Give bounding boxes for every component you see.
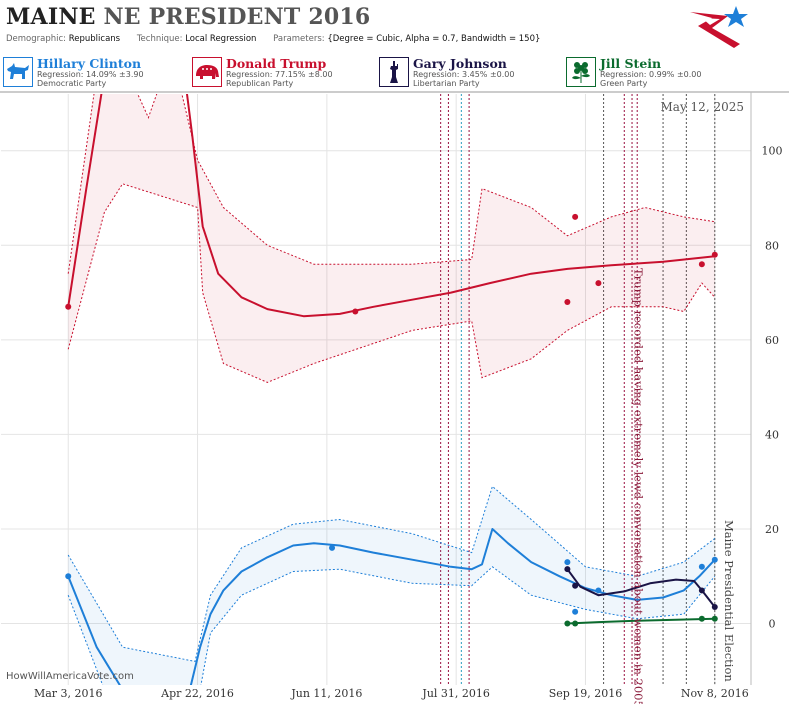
poll-point[interactable] <box>711 556 718 563</box>
candidate-card-stein[interactable]: Jill Stein Regression: 0.99% ±0.00 Green… <box>563 55 747 91</box>
confidence-upper-line <box>67 485 716 662</box>
y-tick-label: 100 <box>762 145 783 158</box>
poll-point[interactable] <box>572 582 579 589</box>
poll-point[interactable] <box>65 573 72 580</box>
candidate-regression: Regression: 3.45% ±0.00 <box>413 70 515 79</box>
candidate-name: Jill Stein <box>600 56 662 71</box>
candidate-card-clinton[interactable]: Hillary Clinton Regression: 14.09% ±3.90… <box>0 55 184 91</box>
x-axis: Mar 3, 2016 Apr 22, 2016 Jun 11, 2016 Jul 3… <box>34 687 749 700</box>
demographic-label: Demographic: <box>6 34 67 44</box>
parameters-value: {Degree = Cubic, Alpha = 0.7, Bandwidth … <box>327 34 541 44</box>
confidence-upper-line <box>67 94 715 274</box>
poll-point[interactable] <box>698 615 705 622</box>
annotation-label: Trump recorded having extremely lewd con… <box>632 268 646 704</box>
regression-line <box>67 94 715 318</box>
parameters-line: Demographic: Republicans Technique: Loca… <box>6 34 554 44</box>
poll-point[interactable] <box>698 587 705 594</box>
y-tick-label: 0 <box>769 618 776 631</box>
candidate-party: Democratic Party <box>37 79 107 88</box>
x-tick-label: Apr 22, 2016 <box>160 687 234 700</box>
poll-point[interactable] <box>572 608 579 615</box>
poll-point[interactable] <box>698 261 705 268</box>
poll-points <box>65 213 718 627</box>
candidate-regression: Regression: 0.99% ±0.00 <box>600 70 702 79</box>
flower-icon <box>566 57 596 87</box>
grid-lines <box>1 92 752 685</box>
poll-point[interactable] <box>352 308 359 315</box>
y-tick-label: 20 <box>765 523 779 536</box>
date-label: May 12, 2025 <box>661 100 744 114</box>
poll-point[interactable] <box>564 299 571 306</box>
poll-point[interactable] <box>711 603 718 610</box>
liberty-icon <box>379 57 409 87</box>
site-logo-icon <box>690 6 748 48</box>
y-tick-label: 40 <box>765 428 779 441</box>
poll-point[interactable] <box>329 544 336 551</box>
poll-point[interactable] <box>698 563 705 570</box>
x-tick-label: Jul 31, 2016 <box>421 687 490 700</box>
confidence-lower-line <box>67 183 716 383</box>
x-tick-label: Sep 19, 2016 <box>549 687 623 700</box>
poll-point[interactable] <box>711 615 718 622</box>
poll-point[interactable] <box>595 280 602 287</box>
regression-line <box>567 617 715 625</box>
poll-point[interactable] <box>564 559 571 566</box>
poll-point[interactable] <box>564 620 571 627</box>
candidate-regression: Regression: 77.15% ±8.00 <box>226 70 333 79</box>
technique-label: Technique: <box>136 34 183 44</box>
poll-point[interactable] <box>564 566 571 573</box>
page-title: MAINE NE PRESIDENT 2016 <box>6 4 370 30</box>
state-name: MAINE <box>6 4 96 30</box>
candidate-name: Hillary Clinton <box>37 56 142 71</box>
elephant-icon <box>192 57 222 87</box>
candidate-party: Republican Party <box>226 79 294 88</box>
demographic-value: Republicans <box>68 34 121 44</box>
poll-point[interactable] <box>711 251 718 258</box>
y-tick-label: 60 <box>765 334 779 347</box>
poll-point[interactable] <box>572 213 579 220</box>
y-tick-label: 80 <box>765 239 779 252</box>
poll-point[interactable] <box>65 303 72 310</box>
candidate-card-trump[interactable]: Donald Trump Regression: 77.15% ±8.00 Re… <box>189 55 373 91</box>
confidence-bands <box>67 94 716 685</box>
candidate-party: Green Party <box>600 79 648 88</box>
race-name: NE PRESIDENT 2016 <box>103 4 371 30</box>
x-tick-label: Nov 8, 2016 <box>681 687 749 700</box>
x-tick-label: Jun 11, 2016 <box>290 687 362 700</box>
confidence-lower-line <box>67 566 716 685</box>
x-tick-label: Mar 3, 2016 <box>34 687 103 700</box>
parameters-label: Parameters: <box>273 34 325 44</box>
confidence-band <box>68 486 715 685</box>
technique-value: Local Regression <box>185 34 257 44</box>
poll-point[interactable] <box>572 620 579 627</box>
watermark-text: HowWillAmericaVote.com <box>6 671 134 682</box>
candidate-regression: Regression: 14.09% ±3.90 <box>37 70 144 79</box>
regression-line <box>566 568 716 608</box>
candidate-name: Donald Trump <box>226 56 327 71</box>
candidate-party: Libertarian Party <box>413 79 480 88</box>
annotations: Trump recorded having extremely lewd con… <box>632 268 737 704</box>
donkey-icon <box>3 57 33 87</box>
regression-lines <box>67 94 716 685</box>
confidence-band <box>68 94 715 383</box>
regression-line <box>67 528 716 685</box>
candidate-card-johnson[interactable]: Gary Johnson Regression: 3.45% ±0.00 Lib… <box>376 55 560 91</box>
poll-point[interactable] <box>595 587 602 594</box>
annotation-label: Maine Presidential Election <box>722 520 736 682</box>
y-axis: 0 20 40 60 80 100 <box>762 145 783 631</box>
candidate-name: Gary Johnson <box>413 56 507 71</box>
